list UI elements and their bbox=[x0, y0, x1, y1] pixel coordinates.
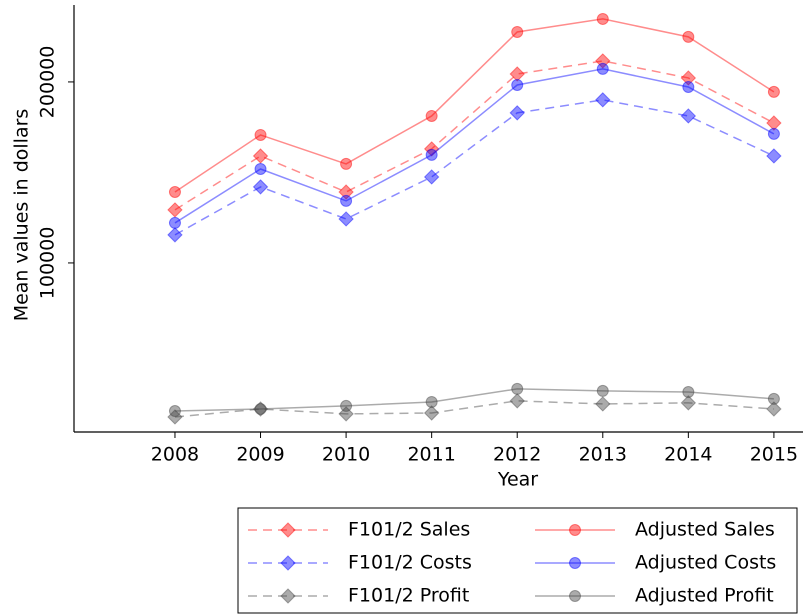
data-point bbox=[167, 227, 183, 243]
data-point bbox=[254, 162, 267, 175]
legend-marker bbox=[280, 588, 296, 604]
legend-label: F101/2 Sales bbox=[348, 519, 470, 541]
data-point bbox=[766, 115, 782, 131]
legend-label: Adjusted Sales bbox=[635, 519, 775, 541]
data-point bbox=[340, 399, 353, 412]
data-point bbox=[595, 396, 611, 412]
data-point bbox=[167, 409, 183, 425]
data-point bbox=[423, 141, 440, 157]
data-point bbox=[680, 70, 697, 86]
x-tick-label: 2013 bbox=[579, 444, 627, 466]
data-point bbox=[252, 179, 269, 195]
data-point bbox=[596, 62, 609, 75]
x-axis-label: Year bbox=[497, 469, 538, 491]
x-tick-label: 2008 bbox=[151, 444, 199, 466]
data-point bbox=[682, 30, 695, 43]
data-point bbox=[511, 25, 524, 38]
data-point bbox=[425, 395, 438, 408]
series-line bbox=[174, 99, 775, 236]
legend-marker bbox=[280, 555, 296, 571]
data-point bbox=[254, 403, 267, 416]
y-tick-label: 100000 bbox=[37, 227, 59, 300]
data-point bbox=[509, 393, 525, 409]
legend-label: F101/2 Profit bbox=[348, 585, 469, 607]
data-point bbox=[254, 128, 267, 141]
series-line bbox=[174, 388, 774, 412]
data-point bbox=[682, 385, 695, 398]
legend-marker bbox=[280, 522, 296, 538]
legend-box bbox=[237, 507, 798, 614]
series-line bbox=[174, 400, 774, 418]
data-point bbox=[252, 148, 269, 164]
x-tick-label: 2010 bbox=[322, 444, 370, 466]
data-point bbox=[766, 148, 782, 164]
data-point bbox=[340, 157, 353, 170]
data-point bbox=[511, 382, 524, 395]
x-tick-label: 2014 bbox=[664, 444, 712, 466]
series-line bbox=[174, 60, 775, 211]
legend-label: Adjusted Profit bbox=[635, 585, 774, 607]
data-point bbox=[167, 202, 183, 218]
y-tick-label: 200000 bbox=[37, 46, 59, 119]
data-point bbox=[168, 185, 181, 198]
data-point bbox=[425, 148, 438, 161]
legend-marker bbox=[569, 557, 581, 569]
data-point bbox=[168, 405, 181, 418]
data-point bbox=[509, 66, 525, 82]
data-point bbox=[596, 12, 609, 25]
x-tick-label: 2015 bbox=[750, 444, 798, 466]
legend-label: F101/2 Costs bbox=[348, 552, 472, 574]
series-line bbox=[174, 18, 775, 193]
x-tick-label: 2012 bbox=[493, 444, 541, 466]
data-point bbox=[338, 211, 354, 227]
data-point bbox=[596, 384, 609, 397]
legend-marker bbox=[569, 524, 581, 536]
data-point bbox=[511, 79, 524, 92]
data-point bbox=[425, 109, 438, 122]
data-point bbox=[767, 127, 780, 140]
data-point bbox=[168, 216, 181, 229]
data-point bbox=[680, 395, 697, 411]
data-point bbox=[595, 53, 611, 69]
data-point bbox=[766, 401, 782, 417]
data-point bbox=[767, 85, 780, 98]
legend-marker bbox=[569, 590, 581, 602]
data-point bbox=[423, 405, 440, 421]
data-point bbox=[682, 80, 695, 93]
data-point bbox=[338, 184, 354, 200]
data-point bbox=[595, 92, 611, 108]
data-point bbox=[340, 194, 353, 207]
data-point bbox=[509, 105, 525, 121]
series-line bbox=[174, 68, 775, 224]
data-point bbox=[423, 169, 440, 185]
x-tick-label: 2011 bbox=[407, 444, 455, 466]
data-point bbox=[680, 108, 697, 124]
data-point bbox=[338, 406, 354, 422]
y-axis-label: Mean values in dollars bbox=[11, 109, 33, 322]
x-tick-label: 2009 bbox=[236, 444, 284, 466]
legend-label: Adjusted Costs bbox=[635, 552, 776, 574]
data-point bbox=[252, 401, 269, 417]
data-point bbox=[767, 392, 780, 405]
